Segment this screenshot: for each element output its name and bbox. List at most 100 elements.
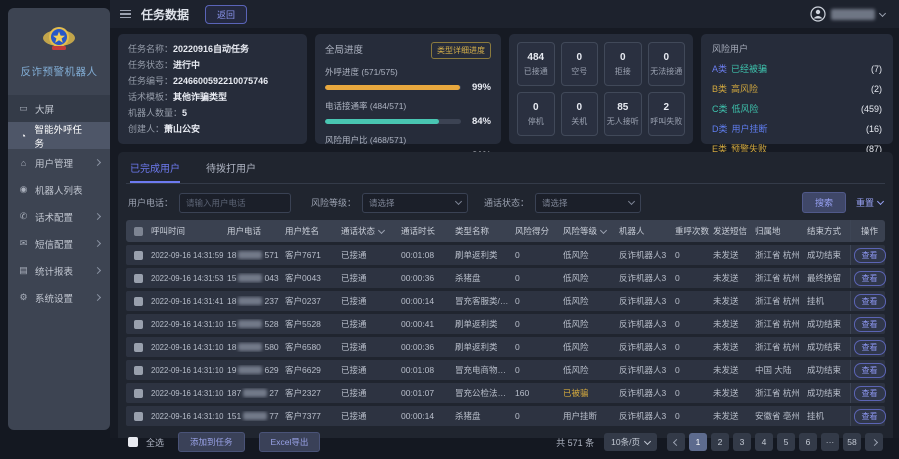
cell-recall-count: 0: [675, 342, 680, 352]
stat-value: 0: [663, 51, 670, 63]
sidebar-item-label: 话术配置: [35, 212, 74, 224]
view-button[interactable]: 查看: [853, 362, 886, 378]
cell-user-name: 客户7671: [285, 250, 321, 260]
cell-end-mode: 挂机: [807, 411, 825, 421]
row-checkbox[interactable]: [134, 342, 143, 352]
stat-label: 空号: [571, 66, 588, 76]
risk-filter-select[interactable]: 请选择: [362, 192, 469, 213]
cell-region: 中国 大陆: [755, 365, 792, 375]
row-checkbox[interactable]: [134, 388, 143, 398]
view-button[interactable]: 查看: [853, 408, 886, 424]
cell-type-name: 冒充客服类/冒…: [455, 296, 512, 306]
view-button[interactable]: 查看: [853, 316, 886, 332]
task-info-label: 任务状态：: [128, 60, 174, 70]
risk-description: 预警失败: [731, 144, 768, 154]
excel-export-button[interactable]: Excel导出: [258, 432, 321, 452]
cell-type-name: 刷单返利类: [455, 250, 498, 260]
row-checkbox[interactable]: [134, 273, 143, 283]
cell-user-name: 客户0043: [285, 273, 321, 283]
cell-duration: 00:00:36: [401, 342, 435, 352]
tabs: 已完成用户 待拨打用户: [126, 152, 885, 184]
page-number-button[interactable]: 5: [777, 433, 795, 451]
task-info-label: 创建人：: [128, 124, 165, 134]
stat-value: 0: [576, 101, 583, 113]
tab-pending-users[interactable]: 待拨打用户: [206, 164, 256, 175]
cell-duration: 00:01:07: [401, 388, 435, 398]
phone-filter-input[interactable]: [179, 192, 292, 213]
sidebar-item[interactable]: ⚙ 系统设置: [8, 284, 110, 311]
progress-head: 全局进度 类型详细进度: [325, 42, 491, 59]
stat-value: 2: [663, 101, 670, 113]
reset-button[interactable]: 重置: [856, 196, 885, 209]
row-checkbox[interactable]: [134, 319, 143, 329]
progress-bar-label: 电话接通率 (484/571): [325, 101, 407, 111]
chevron-down-icon: [454, 197, 463, 206]
risk-description: 低风险: [731, 104, 759, 114]
add-to-task-button[interactable]: 添加到任务: [178, 432, 245, 452]
sidebar-item[interactable]: ✉ 短信配置: [8, 230, 110, 257]
page-number-button[interactable]: 2: [711, 433, 729, 451]
page-number-button[interactable]: 6: [799, 433, 817, 451]
sidebar-item-icon: ▤: [19, 265, 28, 275]
page-number-button[interactable]: ···: [821, 433, 839, 451]
tab-completed-users[interactable]: 已完成用户: [130, 160, 180, 183]
page-size-select[interactable]: 10条/页: [604, 433, 657, 451]
view-button[interactable]: 查看: [853, 270, 886, 286]
page-number-button[interactable]: 58: [843, 433, 861, 451]
page-number-button[interactable]: 3: [733, 433, 751, 451]
chevron-right-icon: [93, 265, 102, 276]
cell-sms-sent: 未发送: [713, 273, 739, 283]
col-region: 归属地: [755, 226, 781, 236]
prev-page-button[interactable]: [667, 433, 685, 451]
cell-user-phone: 15 528: [227, 319, 279, 329]
row-checkbox[interactable]: [134, 365, 143, 375]
stat-box: 484 已接通: [517, 42, 555, 86]
sidebar-item[interactable]: ✆ 话术配置: [8, 203, 110, 230]
cell-end-mode: 挂机: [807, 296, 825, 306]
cell-call-time: 2022-09-16 14:31:10: [151, 365, 224, 375]
next-page-button[interactable]: [865, 433, 883, 451]
cell-end-mode: 成功结束: [807, 388, 842, 398]
col-user-name: 用户姓名: [285, 226, 320, 236]
search-button[interactable]: 搜索: [801, 192, 846, 213]
cell-call-status: 已接通: [341, 250, 367, 260]
type-detail-progress-button[interactable]: 类型详细进度: [431, 42, 491, 59]
page-number-button[interactable]: 1: [689, 433, 707, 451]
col-call-status[interactable]: 通话状态: [338, 225, 398, 237]
user-menu[interactable]: [810, 6, 887, 22]
row-checkbox[interactable]: [134, 296, 143, 306]
call-status-filter-select[interactable]: 请选择: [535, 192, 642, 213]
view-button[interactable]: 查看: [853, 293, 886, 309]
stat-value: 0: [532, 101, 539, 113]
sidebar-item[interactable]: ⌂ 用户管理: [8, 149, 110, 176]
cell-sms-sent: 未发送: [713, 319, 739, 329]
cell-end-mode: 成功结束: [807, 250, 842, 260]
stat-box: 0 停机: [517, 92, 555, 136]
col-risk-level[interactable]: 风险等级: [560, 225, 616, 237]
sidebar-item[interactable]: ▭ 大屏: [8, 95, 110, 122]
sidebar-item-icon: ◉: [19, 184, 28, 194]
back-button[interactable]: 返回: [205, 4, 248, 24]
cell-duration: 00:01:08: [401, 365, 435, 375]
risk-class: B类: [712, 84, 728, 94]
page-number-button[interactable]: 4: [755, 433, 773, 451]
cell-call-time: 2022-09-16 14:31:10: [151, 388, 224, 398]
cell-region: 浙江省 杭州: [755, 319, 800, 329]
sidebar-item-icon: ▭: [19, 103, 28, 113]
sidebar-item[interactable]: ◉ 机器人列表: [8, 176, 110, 203]
select-all-checkbox[interactable]: [128, 437, 138, 447]
sidebar-item[interactable]: ◔ 智能外呼任务: [8, 122, 110, 150]
chevron-down-icon: [643, 437, 652, 445]
view-button[interactable]: 查看: [853, 339, 886, 355]
row-checkbox[interactable]: [134, 250, 143, 260]
select-all-header-checkbox[interactable]: [134, 226, 143, 236]
row-checkbox[interactable]: [134, 411, 143, 421]
collapse-menu-icon[interactable]: [120, 9, 131, 19]
cell-region: 浙江省 杭州: [755, 273, 800, 283]
risk-count: (2): [871, 83, 882, 94]
view-button[interactable]: 查看: [853, 247, 886, 263]
filter-bar: 用户电话： 风险等级： 请选择 通话状态： 请选择 搜索: [126, 184, 885, 220]
sidebar-item[interactable]: ▤ 统计报表: [8, 257, 110, 284]
view-button[interactable]: 查看: [853, 385, 886, 401]
table-row: 2022-09-16 14:31:41 18 237 客户0237 已接通 00:…: [126, 291, 886, 311]
